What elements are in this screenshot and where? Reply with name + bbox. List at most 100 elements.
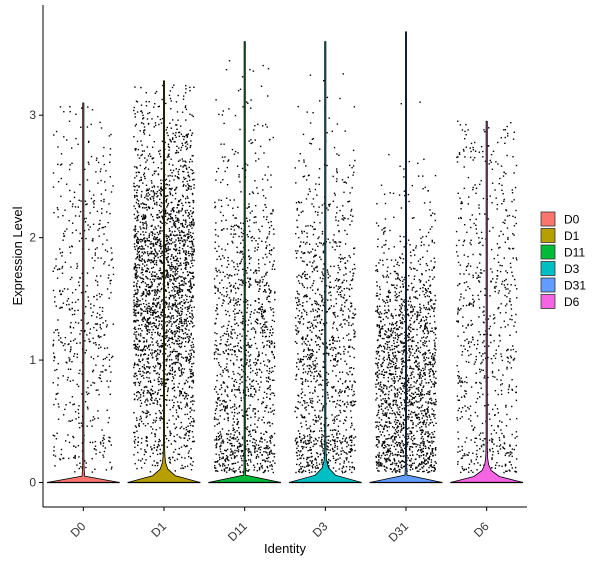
data-point (183, 284, 185, 286)
data-point (329, 339, 331, 342)
data-point (166, 239, 169, 242)
data-point (171, 187, 173, 190)
data-point (141, 309, 143, 311)
data-point (322, 304, 324, 306)
data-point (177, 276, 179, 279)
data-point (246, 164, 249, 166)
data-point (238, 431, 240, 434)
data-point (135, 321, 137, 323)
data-point (322, 298, 324, 300)
data-point (158, 383, 160, 386)
data-point (112, 273, 115, 276)
data-point (151, 182, 153, 184)
data-point (323, 443, 325, 446)
data-point (106, 211, 108, 213)
data-point (306, 295, 308, 298)
data-point (311, 461, 313, 463)
data-point (174, 235, 176, 237)
data-point (167, 247, 169, 250)
data-point (233, 394, 236, 396)
data-point (297, 450, 300, 452)
data-point (317, 456, 319, 458)
data-point (185, 165, 187, 167)
data-point (193, 178, 195, 181)
data-point (141, 437, 143, 440)
data-point (136, 240, 138, 243)
data-point (156, 316, 158, 318)
data-point (190, 332, 192, 335)
data-point (160, 193, 162, 196)
data-point (226, 341, 228, 343)
data-point (181, 301, 183, 303)
data-point (52, 382, 54, 384)
data-point (156, 400, 158, 402)
data-point (261, 459, 264, 461)
data-point (164, 335, 166, 337)
data-point (73, 353, 76, 355)
data-point (257, 192, 259, 195)
data-point (91, 109, 94, 111)
data-point (316, 322, 319, 324)
data-point (69, 164, 71, 166)
data-point (170, 294, 172, 297)
data-point (150, 198, 152, 200)
data-point (143, 346, 145, 348)
data-point (151, 390, 154, 392)
data-point (175, 325, 177, 327)
data-point (239, 433, 241, 435)
data-point (269, 436, 271, 438)
data-point (250, 99, 252, 101)
data-point (314, 228, 316, 230)
data-point (307, 225, 309, 227)
data-point (133, 229, 135, 231)
data-point (238, 174, 240, 176)
data-point (57, 418, 60, 420)
data-point (176, 434, 178, 436)
data-point (176, 319, 178, 321)
data-point (161, 230, 163, 232)
data-point (155, 294, 157, 296)
data-point (154, 309, 156, 311)
data-point (134, 363, 136, 365)
data-point (100, 257, 102, 259)
data-point (219, 211, 222, 213)
data-point (144, 260, 146, 263)
data-point (309, 190, 311, 193)
data-point (271, 212, 273, 215)
data-point (334, 365, 336, 367)
data-point (147, 411, 150, 413)
data-point (332, 175, 334, 178)
data-point (270, 325, 273, 328)
data-point (272, 404, 274, 406)
data-point (161, 327, 163, 330)
data-point (228, 159, 230, 161)
data-point (64, 343, 66, 345)
data-point (90, 384, 92, 386)
data-point (145, 412, 147, 415)
data-point (137, 444, 139, 446)
data-point (252, 379, 255, 381)
data-point (264, 469, 266, 472)
data-point (222, 457, 224, 459)
data-point (141, 410, 144, 413)
data-point (170, 158, 172, 160)
data-point (157, 217, 159, 219)
data-point (246, 362, 248, 364)
data-point (135, 258, 137, 260)
data-point (181, 284, 183, 286)
data-point (240, 222, 242, 224)
data-point (168, 213, 170, 215)
data-point (258, 228, 260, 231)
data-point (239, 262, 242, 264)
data-point (153, 303, 155, 305)
data-point (177, 237, 180, 240)
data-point (256, 363, 258, 365)
data-point (161, 324, 163, 326)
data-point (248, 281, 250, 283)
data-point (143, 293, 145, 295)
data-point (159, 230, 161, 232)
data-point (139, 405, 142, 407)
data-point (157, 332, 159, 335)
data-point (142, 248, 144, 250)
data-point (161, 250, 163, 252)
